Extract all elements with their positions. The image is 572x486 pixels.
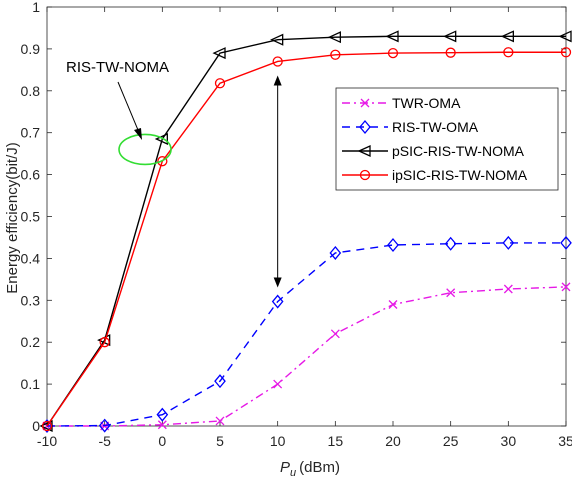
data-point-marker — [561, 282, 571, 292]
x-tick-label: 5 — [216, 433, 224, 449]
legend-entry: ipSIC-RIS-TW-NOMA — [342, 167, 528, 183]
series-line — [46, 242, 566, 427]
data-point-marker — [502, 235, 515, 250]
legend-entry: RIS-TW-OMA — [342, 119, 479, 135]
y-tick-label: 0.4 — [21, 250, 41, 266]
legend-box — [335, 87, 559, 191]
data-point-marker — [154, 132, 168, 145]
legend: TWR-OMA RIS-TW-OMA pSIC-RIS-TW-NOMA ipSIC-R… — [335, 87, 559, 191]
y-tick-label: 0.9 — [21, 41, 41, 57]
data-point-marker — [387, 47, 399, 59]
series-line — [47, 286, 567, 427]
data-point-marker — [560, 47, 572, 58]
data-point-marker — [446, 288, 456, 298]
data-point-marker — [41, 418, 53, 434]
data-point-marker — [445, 47, 456, 58]
x-tick-label: 0 — [158, 433, 166, 449]
series-ris-tw-oma — [41, 235, 572, 434]
data-point-marker — [214, 78, 226, 89]
y-tick-label: 0 — [32, 418, 40, 434]
annotation-arrow-head — [134, 128, 142, 140]
annotation-ellipse — [118, 133, 172, 166]
data-point-marker — [558, 30, 572, 43]
data-point-marker — [215, 416, 225, 426]
y-tick-label: 1 — [32, 0, 40, 15]
data-point-marker — [327, 31, 341, 44]
data-point-marker — [330, 329, 340, 339]
legend-entry: TWR-OMA — [342, 95, 461, 111]
y-tick-label: 0.7 — [21, 125, 41, 141]
y-axis-label: Energy efficiency(bit/J) — [4, 142, 21, 293]
data-point-marker — [444, 236, 457, 251]
data-point-marker — [272, 56, 283, 67]
x-axis-label-sub: u — [290, 467, 296, 479]
annotation-ris-tw-noma-label: RIS-TW-NOMA — [66, 59, 169, 76]
legend-label: TWR-OMA — [392, 95, 461, 111]
data-point-marker — [212, 47, 226, 60]
series-line — [46, 35, 566, 427]
y-tick-label: 0.1 — [21, 376, 41, 392]
y-tick-label: 0.5 — [21, 209, 41, 225]
legend-entry: pSIC-RIS-TW-NOMA — [342, 143, 525, 159]
data-point-marker — [214, 374, 226, 389]
y-tick-label: 0.2 — [21, 334, 41, 350]
data-point-marker — [273, 379, 283, 389]
x-axis-label-unit: (dBm) — [299, 459, 340, 476]
data-point-marker — [271, 294, 284, 309]
data-point-marker — [443, 30, 457, 43]
y-tick-label: 0.3 — [21, 292, 41, 308]
x-tick-label: 20 — [385, 433, 401, 449]
data-point-marker — [388, 300, 398, 309]
legend-marker-sample — [359, 119, 371, 135]
data-point-marker — [503, 47, 514, 58]
data-point-marker — [560, 235, 572, 250]
y-axis-ticks: 0 0.1 0.2 0.3 0.4 0.5 0.6 0.7 0.8 0.9 1 — [21, 0, 566, 434]
data-point-marker — [99, 337, 110, 348]
series-line — [46, 51, 566, 427]
x-axis-ticks: -10 -5 0 5 10 15 20 25 30 35 — [37, 7, 572, 449]
data-point-marker — [156, 407, 169, 422]
data-point-marker — [503, 284, 513, 294]
data-point-marker — [157, 420, 167, 430]
data-point-marker — [387, 237, 399, 253]
legend-label: ipSIC-RIS-TW-NOMA — [392, 167, 528, 183]
x-tick-label: 10 — [270, 433, 286, 449]
data-point-marker — [270, 33, 284, 46]
x-axis-label: Pu (dBm) — [280, 459, 340, 479]
y-tick-label: 0.8 — [21, 83, 41, 99]
double-arrow-head-top — [273, 75, 282, 86]
data-point-marker — [41, 420, 53, 432]
data-point-marker — [329, 245, 342, 260]
data-point-marker — [98, 418, 111, 433]
data-point-marker — [157, 156, 168, 167]
x-tick-label: 30 — [501, 433, 517, 449]
legend-label: pSIC-RIS-TW-NOMA — [392, 143, 525, 159]
x-tick-label: 15 — [328, 433, 344, 449]
x-tick-label: -10 — [37, 433, 57, 449]
legend-marker-sample — [359, 169, 371, 181]
legend-label: RIS-TW-OMA — [392, 119, 479, 135]
legend-entries: TWR-OMA RIS-TW-OMA pSIC-RIS-TW-NOMA ipSIC-R… — [342, 95, 528, 183]
data-point-marker — [385, 30, 399, 43]
x-tick-label: -5 — [98, 433, 111, 449]
legend-marker-sample — [357, 144, 371, 158]
annotation-layer — [117, 75, 282, 288]
x-tick-label: 25 — [443, 433, 459, 449]
data-point-marker — [500, 30, 514, 43]
annotation-arrow-line — [117, 81, 139, 131]
x-tick-label: 35 — [558, 433, 572, 449]
y-tick-label: 0.6 — [21, 167, 41, 183]
series-ipsic-ris-tw-noma — [41, 47, 572, 432]
x-axis-label-main: P — [280, 459, 290, 476]
data-point-marker — [330, 49, 341, 60]
double-arrow-head-bottom — [273, 277, 282, 288]
series-layer — [39, 30, 572, 434]
legend-marker-sample — [360, 98, 370, 108]
